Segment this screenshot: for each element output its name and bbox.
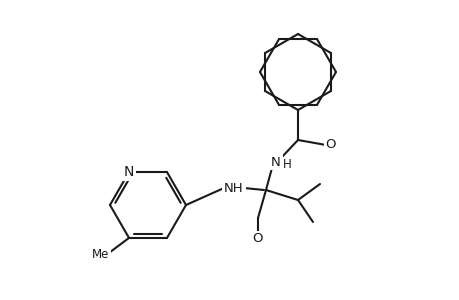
Text: N: N [123, 165, 134, 179]
Text: O: O [325, 139, 336, 152]
Text: O: O [252, 232, 263, 245]
Text: N: N [270, 155, 280, 169]
Text: H: H [282, 158, 291, 170]
Text: NH: NH [224, 182, 243, 194]
Text: Me: Me [92, 248, 109, 261]
